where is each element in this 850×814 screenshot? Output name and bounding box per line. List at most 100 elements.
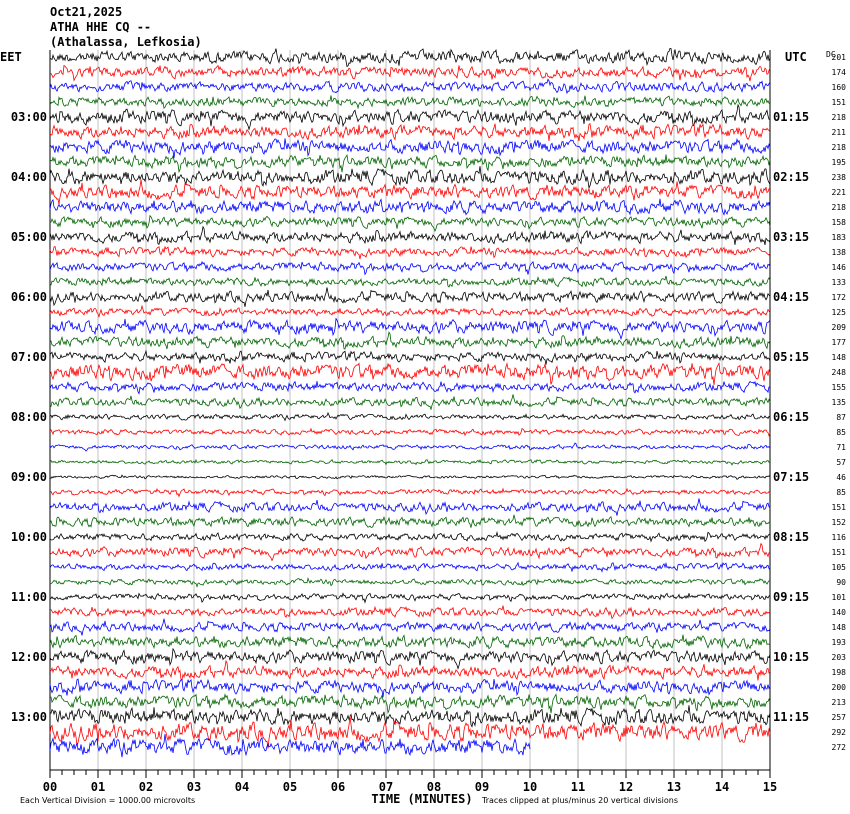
trace-count: 203 [832,653,847,662]
trace [49,442,771,452]
utc-label: 04:15 [773,290,809,304]
trace-count: 257 [832,713,847,722]
trace [49,95,771,110]
trace [49,561,771,573]
trace-count: 200 [832,683,847,692]
x-tick-label: 00 [43,780,57,794]
trace-count: 272 [832,743,847,752]
x-tick-label: 05 [283,780,297,794]
trace [49,78,771,95]
trace-count: 172 [832,293,847,302]
utc-label: 01:15 [773,110,809,124]
trace-count: 158 [832,218,847,227]
trace-count: 146 [832,263,847,272]
trace-count: 101 [832,593,847,602]
right-zone: UTC [785,50,807,64]
utc-label: 09:15 [773,590,809,604]
trace [49,693,771,715]
trace [49,394,771,410]
x-tick-label: 06 [331,780,345,794]
trace [49,427,771,437]
trace [49,198,771,216]
trace-count: 116 [832,533,847,542]
trace [49,474,771,480]
trace [49,317,771,341]
x-tick-label: 10 [523,780,537,794]
trace [50,411,771,422]
trace-count: 138 [832,248,847,257]
footer-left: Each Vertical Division = 1000.00 microvo… [20,796,195,805]
trace-count: 90 [836,578,846,587]
trace-count: 198 [832,668,847,677]
trace-count: 221 [832,188,847,197]
x-tick-label: 03 [187,780,201,794]
eet-label: 03:00 [11,110,47,124]
trace [49,498,771,516]
x-label: TIME (MINUTES) [371,792,472,806]
trace-count: 151 [832,503,847,512]
trace-count: 155 [832,383,847,392]
trace-count: 151 [832,98,847,107]
x-tick-label: 04 [235,780,249,794]
eet-label: 11:00 [11,590,47,604]
trace-count: 218 [832,203,847,212]
trace [49,634,771,650]
trace [49,214,771,232]
trace-count: 209 [832,323,847,332]
station: ATHA HHE CQ -- [50,20,151,34]
left-zone: EET [0,50,22,64]
x-tick-label: 14 [715,780,729,794]
utc-label: 06:15 [773,410,809,424]
trace [49,260,771,276]
trace-count: 213 [832,698,847,707]
trace [49,380,771,395]
date: Oct21,2025 [50,5,122,19]
eet-label: 08:00 [11,410,47,424]
trace [49,715,771,749]
trace-count: 193 [832,638,847,647]
trace [49,179,771,205]
eet-label: 12:00 [11,650,47,664]
x-tick-label: 13 [667,780,681,794]
x-tick-label: 07 [379,780,393,794]
eet-label: 10:00 [11,530,47,544]
trace [49,137,771,159]
trace [49,225,771,245]
x-tick-label: 15 [763,780,777,794]
utc-label: 05:15 [773,350,809,364]
x-tick-label: 08 [427,780,441,794]
footer-right: Traces clipped at plus/minus 20 vertical… [481,796,678,805]
trace-count: 248 [832,368,847,377]
trace-count: 148 [832,623,847,632]
trace-count: 133 [832,278,847,287]
x-tick-label: 12 [619,780,633,794]
trace-count: 148 [832,353,847,362]
utc-label: 07:15 [773,470,809,484]
utc-label: 10:15 [773,650,809,664]
trace [49,245,771,260]
trace-count: 125 [832,308,847,317]
location: (Athalassa, Lefkosia) [50,35,202,49]
eet-label: 06:00 [11,290,47,304]
trace-count: 183 [832,233,847,242]
utc-label: 08:15 [773,530,809,544]
trace [49,275,771,288]
trace-count: 57 [836,458,846,467]
trace-count: 218 [832,113,847,122]
trace-count: 135 [832,398,847,407]
trace-count: 292 [832,728,847,737]
trace [49,605,771,620]
trace-count: 177 [832,338,847,347]
trace-count: 87 [836,413,846,422]
trace-count: 195 [832,158,847,167]
utc-label: 02:15 [773,170,809,184]
trace [49,531,771,543]
trace [49,166,771,190]
trace [49,287,771,307]
eet-label: 13:00 [11,710,47,724]
x-tick-label: 11 [571,780,585,794]
trace [49,647,771,670]
trace-count: 160 [832,83,847,92]
utc-label: 11:15 [773,710,809,724]
